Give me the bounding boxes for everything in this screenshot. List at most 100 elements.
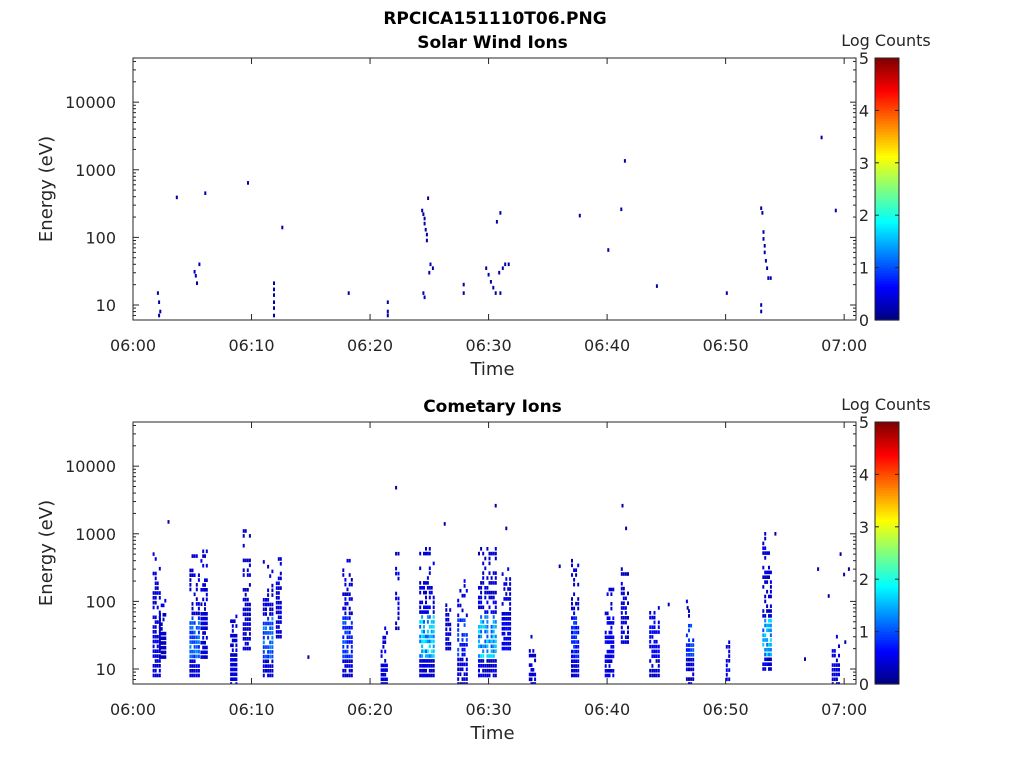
x-tick-label: 06:00: [110, 700, 156, 719]
colorbar-step: [875, 608, 899, 612]
x-tick-label: 06:50: [703, 336, 749, 355]
colorbar-step: [875, 621, 899, 625]
data-cell: [426, 576, 429, 580]
data-cell: [246, 607, 249, 612]
data-cell: [482, 625, 485, 629]
colorbar-step: [875, 139, 899, 143]
data-cell: [265, 669, 267, 673]
colorbar-step: [875, 600, 899, 604]
data-cell: [577, 625, 580, 630]
data-cell: [432, 659, 435, 663]
data-cell: [428, 586, 431, 590]
data-cell: [534, 672, 537, 677]
data-cell: [397, 606, 400, 611]
data-cell: [649, 659, 652, 663]
data-cell: [657, 664, 660, 668]
colorbar-step: [875, 477, 899, 481]
data-cell: [265, 645, 267, 649]
data-cell: [248, 607, 251, 612]
data-cell: [622, 572, 625, 576]
data-cell: [191, 573, 194, 577]
colorbar-step: [875, 592, 899, 596]
data-cell: [342, 640, 345, 644]
data-cell: [432, 605, 435, 610]
data-cell: [838, 668, 840, 672]
data-cell: [463, 643, 466, 647]
data-cell: [492, 600, 495, 605]
data-cell: [348, 573, 351, 577]
data-cell: [577, 664, 580, 668]
data-cell: [463, 647, 466, 652]
data-cell: [608, 673, 611, 678]
data-cell: [622, 596, 625, 601]
data-cell: [154, 630, 157, 634]
data-cell: [158, 591, 161, 595]
data-cell: [277, 557, 280, 561]
data-cell: [488, 561, 491, 566]
data-cell: [189, 649, 192, 654]
data-cell: [271, 583, 274, 588]
colorbar-step: [875, 663, 899, 667]
data-cell: [156, 649, 159, 653]
data-cell: [429, 262, 432, 267]
x-axis-label: Time: [469, 723, 514, 744]
data-cell: [767, 276, 770, 280]
data-cell: [267, 593, 270, 597]
data-cell: [505, 641, 508, 646]
colorbar-step: [875, 500, 899, 504]
data-cell: [490, 659, 493, 663]
data-cell: [621, 503, 624, 508]
data-cell: [428, 668, 431, 673]
data-cell: [380, 672, 383, 677]
colorbar-step: [875, 220, 899, 224]
data-cell: [620, 591, 623, 596]
data-cell: [205, 563, 208, 568]
colorbar-step: [875, 230, 899, 235]
data-cell: [657, 649, 660, 654]
data-cell: [478, 600, 480, 605]
spectrogram-data: [152, 485, 850, 684]
y-tick-label: 100: [85, 592, 116, 611]
data-cell: [233, 619, 236, 623]
data-cell: [265, 659, 267, 664]
data-cell: [769, 633, 772, 637]
data-cell: [154, 634, 157, 639]
data-cell: [279, 620, 282, 624]
data-cell: [490, 639, 493, 644]
data-cell: [342, 621, 345, 625]
data-cell: [204, 602, 206, 606]
data-cell: [152, 605, 155, 610]
data-cell: [577, 582, 580, 587]
data-cell: [686, 606, 689, 610]
colorbar-step: [875, 497, 899, 502]
data-cell: [348, 635, 351, 639]
data-cell: [421, 644, 424, 649]
data-cell: [728, 645, 731, 649]
data-cell: [607, 248, 610, 252]
data-cell: [423, 659, 425, 663]
data-cell: [432, 625, 435, 629]
data-cell: [573, 673, 576, 678]
data-cell: [344, 616, 347, 620]
data-cell: [833, 672, 836, 677]
data-cell: [348, 606, 351, 611]
data-cell: [685, 643, 688, 647]
data-cell: [162, 617, 165, 622]
data-cell: [231, 667, 234, 672]
data-cell: [152, 615, 155, 620]
data-cell: [484, 673, 487, 678]
data-cell: [571, 601, 573, 606]
data-cell: [499, 291, 502, 295]
data-cell: [728, 654, 731, 658]
data-cell: [197, 673, 200, 678]
data-cell: [279, 576, 282, 581]
data-cell: [160, 641, 163, 645]
data-cell: [191, 659, 194, 663]
data-cell: [386, 300, 389, 304]
data-cell: [612, 616, 615, 620]
data-cell: [503, 617, 506, 621]
data-cell: [422, 291, 425, 295]
data-cell: [573, 582, 576, 587]
data-cell: [622, 616, 625, 620]
data-cell: [573, 611, 576, 616]
